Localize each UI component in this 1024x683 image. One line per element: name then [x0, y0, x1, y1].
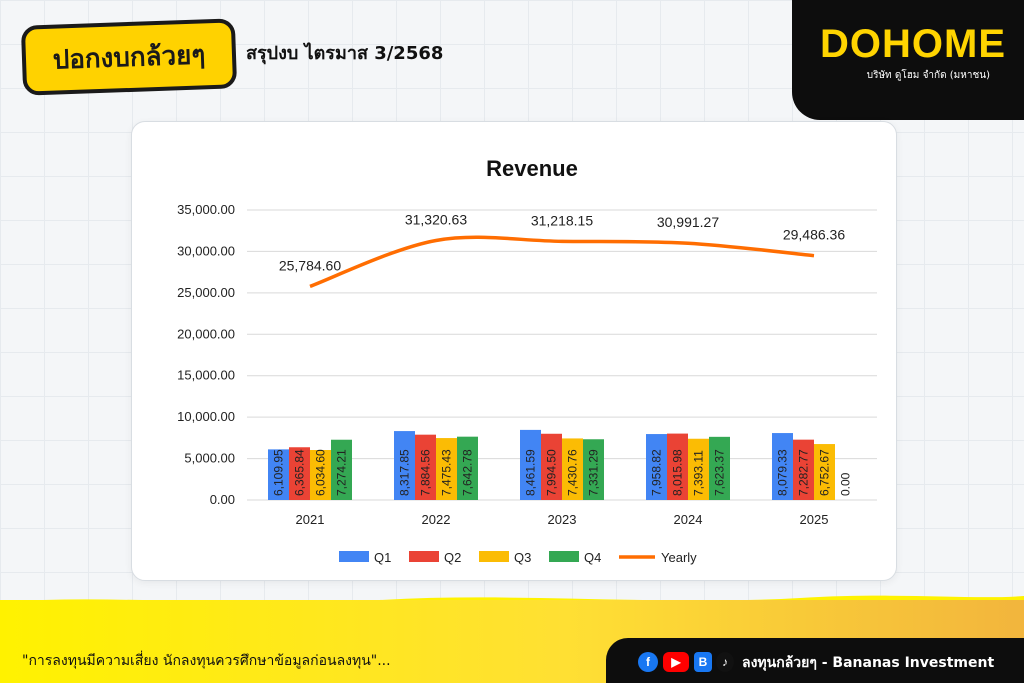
bar-q1-2024	[646, 434, 667, 500]
revenue-chart: Revenue 0.00 5,000.00 10,000.00 15,000.00 20,…	[177, 156, 877, 565]
legend-label-q3: Q3	[514, 550, 531, 565]
company-subtitle: บริษัท ดูโฮม จำกัด (มหาชน)	[866, 70, 990, 81]
tiktok-icon[interactable]: ♪	[716, 652, 734, 672]
bar-data-label: 6,752.67	[818, 449, 832, 496]
bar-q3-2022	[436, 438, 457, 500]
y-tick-label: 25,000.00	[177, 285, 235, 300]
bar-data-label: 7,393.11	[692, 450, 706, 496]
bar-data-label: 8,015.98	[671, 449, 685, 496]
legend-swatch-q4	[549, 551, 579, 562]
y-tick-label: 20,000.00	[177, 326, 235, 341]
y-tick-label: 10,000.00	[177, 409, 235, 424]
bar-q4-2023	[583, 439, 604, 500]
company-name: DOHOME	[820, 22, 1006, 66]
y-tick-label: 15,000.00	[177, 368, 235, 383]
x-tick-label: 2023	[548, 512, 577, 527]
bar-q1-2025	[772, 433, 793, 500]
bar-q3-2024	[688, 438, 709, 500]
bar-data-label: 7,475.43	[440, 449, 454, 496]
yearly-data-label: 31,320.63	[405, 211, 467, 227]
bar-q3-2021	[310, 449, 331, 500]
bar-q4-2024	[709, 436, 730, 500]
bar-q1-2021	[268, 449, 289, 500]
legend-swatch-q1	[339, 551, 369, 562]
social-channel-text: ลงทุนกล้วยๆ - Bananas Investment	[742, 655, 995, 671]
x-tick-label: 2024	[674, 512, 703, 527]
bar-data-label: 7,274.21	[335, 449, 349, 496]
legend-label-q2: Q2	[444, 550, 461, 565]
y-tick-label: 5,000.00	[184, 451, 235, 466]
y-tick-label: 35,000.00	[177, 202, 235, 217]
bar-data-label: 6,365.84	[293, 449, 307, 496]
yearly-data-label: 29,486.36	[783, 227, 845, 243]
bar-data-label: 0.00	[839, 472, 853, 496]
bar-q2-2023	[541, 433, 562, 500]
legend-swatch-q3	[479, 551, 509, 562]
bar-data-label: 7,958.82	[650, 449, 664, 496]
bar-data-label: 8,079.33	[776, 449, 790, 496]
bar-q3-2025	[814, 444, 835, 500]
bar-q3-2023	[562, 438, 583, 500]
bar-data-label: 7,623.37	[713, 449, 727, 496]
brand-logo: ปอกงบกล้วยๆ	[20, 18, 238, 96]
bar-q1-2023	[520, 429, 541, 500]
yearly-data-label: 31,218.15	[531, 212, 593, 228]
bar-q1-2022	[394, 431, 415, 500]
y-tick-label: 0.00	[210, 492, 235, 507]
bar-data-label: 6,034.60	[314, 449, 328, 496]
bar-data-label: 8,317.85	[398, 449, 412, 496]
bar-data-label: 7,884.56	[419, 449, 433, 496]
brand-logo-text: ปอกงบกล้วยๆ	[52, 39, 206, 76]
yearly-data-label: 25,784.60	[279, 257, 341, 273]
blockdit-icon[interactable]: B	[694, 652, 712, 672]
company-panel	[792, 0, 1024, 120]
bar-data-label: 7,282.77	[797, 449, 811, 496]
bar-q2-2025	[793, 439, 814, 500]
bar-data-label: 6,109.95	[272, 449, 286, 496]
chart-card: Revenue 0.00 5,000.00 10,000.00 15,000.00 20,…	[131, 121, 897, 581]
x-tick-label: 2022	[422, 512, 451, 527]
y-tick-label: 30,000.00	[177, 243, 235, 258]
bar-data-label: 7,994.50	[545, 449, 559, 496]
legend-label-yearly: Yearly	[661, 550, 697, 565]
chart-title: Revenue	[486, 156, 578, 181]
x-tick-label: 2025	[800, 512, 829, 527]
bar-q2-2021	[289, 447, 310, 500]
bar-data-label: 8,461.59	[524, 449, 538, 496]
bar-q2-2022	[415, 434, 436, 500]
yearly-data-label: 30,991.27	[657, 214, 719, 230]
disclaimer-text: "การลงทุนมีความเสี่ยง นักลงทุนควรศึกษาข้…	[22, 653, 391, 669]
legend-label-q1: Q1	[374, 550, 391, 565]
yearly-line	[309, 235, 815, 289]
bar-q4-2022	[457, 436, 478, 500]
bar-data-label: 7,430.76	[566, 449, 580, 496]
x-tick-label: 2021	[296, 512, 325, 527]
legend-label-q4: Q4	[584, 550, 601, 565]
bar-data-label: 7,331.29	[587, 449, 601, 496]
youtube-icon[interactable]: ▶	[663, 652, 689, 672]
bar-q2-2024	[667, 433, 688, 500]
page-title: สรุปงบ ไตรมาส 3/2568	[246, 43, 444, 64]
facebook-icon[interactable]: f	[638, 652, 658, 672]
bar-q4-2021	[331, 439, 352, 500]
legend-swatch-q2	[409, 551, 439, 562]
bar-data-label: 7,642.78	[461, 449, 475, 496]
